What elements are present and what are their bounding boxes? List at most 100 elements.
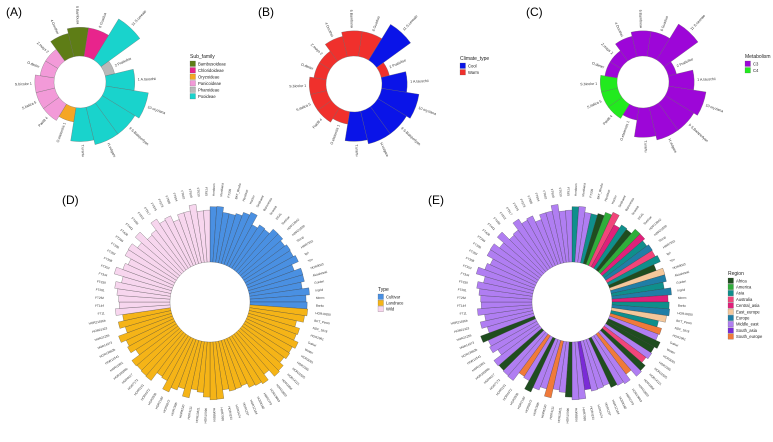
tick-label: HOR3365 (658, 361, 672, 372)
legend-entry: East_europe (736, 309, 760, 314)
tick-label: FT353 (100, 264, 110, 271)
tick-label: 4 Ooothei (324, 22, 334, 38)
legend-entry: Bambusoideae (198, 61, 227, 66)
bar (523, 335, 553, 381)
bar (493, 325, 542, 367)
legend-entry: Wild (386, 307, 395, 312)
tick-label: HOR2830 (147, 392, 158, 406)
bar (70, 107, 95, 142)
bar (85, 102, 119, 145)
bar (377, 88, 420, 119)
tick-label: O.eteiensis 1 (56, 122, 67, 143)
legend-swatch (459, 62, 466, 69)
tick-label: Baronesse (624, 197, 635, 212)
tick-label: HOR6220 (540, 404, 547, 419)
legend-entry: C4 (753, 68, 759, 73)
tick-label: HOR2779 (625, 392, 636, 406)
bar (238, 233, 283, 276)
bar (127, 321, 177, 353)
bar (241, 323, 290, 360)
tick-label: Yon (307, 257, 314, 263)
bar (577, 212, 592, 264)
bar (231, 333, 269, 385)
tick-label: FT610 (542, 190, 548, 200)
circular-chart-a: 4 Ooothei 5 Bambusa 6 Guadua 11 S.cereale 2 … (15, 6, 227, 158)
legend-swatch (727, 315, 734, 321)
legend-entry: C3 (753, 61, 759, 66)
tick-label: 5 Bambusa (75, 6, 80, 24)
tick-label: FT585 (164, 195, 171, 205)
bar (502, 330, 546, 376)
tick-label: Z.mays 2 (600, 42, 614, 55)
tick-label: HOR21595b (450, 319, 468, 326)
tick-label: FT335 (227, 188, 233, 198)
bar (196, 341, 208, 393)
bar (565, 209, 573, 263)
tick-label: HOR6220 (178, 404, 185, 419)
tick-label: FT353 (462, 264, 472, 271)
tick-label: FT344 (460, 271, 470, 277)
tick-label: HOR9364 (212, 408, 216, 422)
tick-label: HOR1991 (672, 333, 687, 341)
tick-label: HOR5191 (133, 383, 145, 396)
tick-label: HOR1257 (242, 402, 250, 417)
tick-label: HOR10096 (203, 408, 208, 424)
tick-label: Barke (316, 304, 324, 308)
tick-label: HOR7552 (662, 239, 676, 250)
tick-label: HOR12541 (104, 354, 120, 365)
tick-label: BKT_Pinoti (314, 319, 330, 326)
tick-label: HOR9043 (310, 262, 325, 270)
bar (606, 255, 661, 286)
tick-label: FT281 (458, 288, 468, 293)
tick-label: HOR14273 (97, 340, 113, 350)
tick-label: FT578 (519, 198, 527, 208)
tick-label: 1 A.tauschii (410, 79, 429, 84)
tick-label: FT281 (96, 288, 106, 293)
tick-label: Paid8 4 (312, 118, 323, 130)
bar (593, 333, 631, 385)
bar (248, 274, 305, 294)
tick-label: S.italica 5 (21, 100, 37, 110)
tick-label: O.eteiensis 1 (330, 124, 341, 145)
tick-label: FT262 (95, 296, 104, 300)
tick-label: 2 Pratiolise (114, 57, 132, 68)
bar (497, 231, 544, 276)
tick-label: HOR21595b (88, 319, 106, 326)
tick-label: HOR9364 (574, 408, 578, 422)
tick-label: 6 Guadua (98, 12, 107, 28)
tick-label: 5 Bambusa (638, 10, 643, 28)
legend-swatch (189, 86, 196, 93)
bar (247, 313, 300, 335)
tick-label: Morex (678, 296, 687, 300)
tick-label: HOR12184 (249, 399, 259, 415)
tick-label: HOR8160 (256, 396, 266, 410)
tick-label: Wetter (666, 347, 676, 355)
tick-label: HOR2180 (154, 396, 164, 410)
tick-label: Akashinriki (674, 270, 690, 278)
circular-chart-d: Hordeum Meridiana FT335 BKT_Bhulia Haralson H… (88, 183, 404, 424)
tick-label: 4 Ooothei (50, 19, 60, 35)
tick-label: HOR21322 (454, 326, 470, 334)
tick-label: HOR10350 (677, 311, 693, 317)
tick-label: FT575 (150, 202, 158, 212)
legend-title: Type (378, 287, 389, 293)
legend-title: Region (728, 271, 744, 277)
legend-swatch (189, 80, 196, 87)
tick-label: HOR4972 (140, 388, 151, 402)
bar (115, 304, 171, 316)
tick-label: Haralson (241, 189, 249, 202)
tick-label: HOR21256 (94, 333, 110, 342)
bar (218, 340, 236, 392)
bar (609, 267, 666, 291)
bar (249, 304, 308, 317)
tick-label: S.italica 5 (296, 102, 312, 112)
bar (484, 263, 536, 289)
bar (209, 341, 218, 400)
tick-label: HOR3081 (300, 354, 314, 365)
tick-label: BKT_Pinoti (676, 319, 692, 326)
tick-label: EKAL (637, 212, 645, 221)
